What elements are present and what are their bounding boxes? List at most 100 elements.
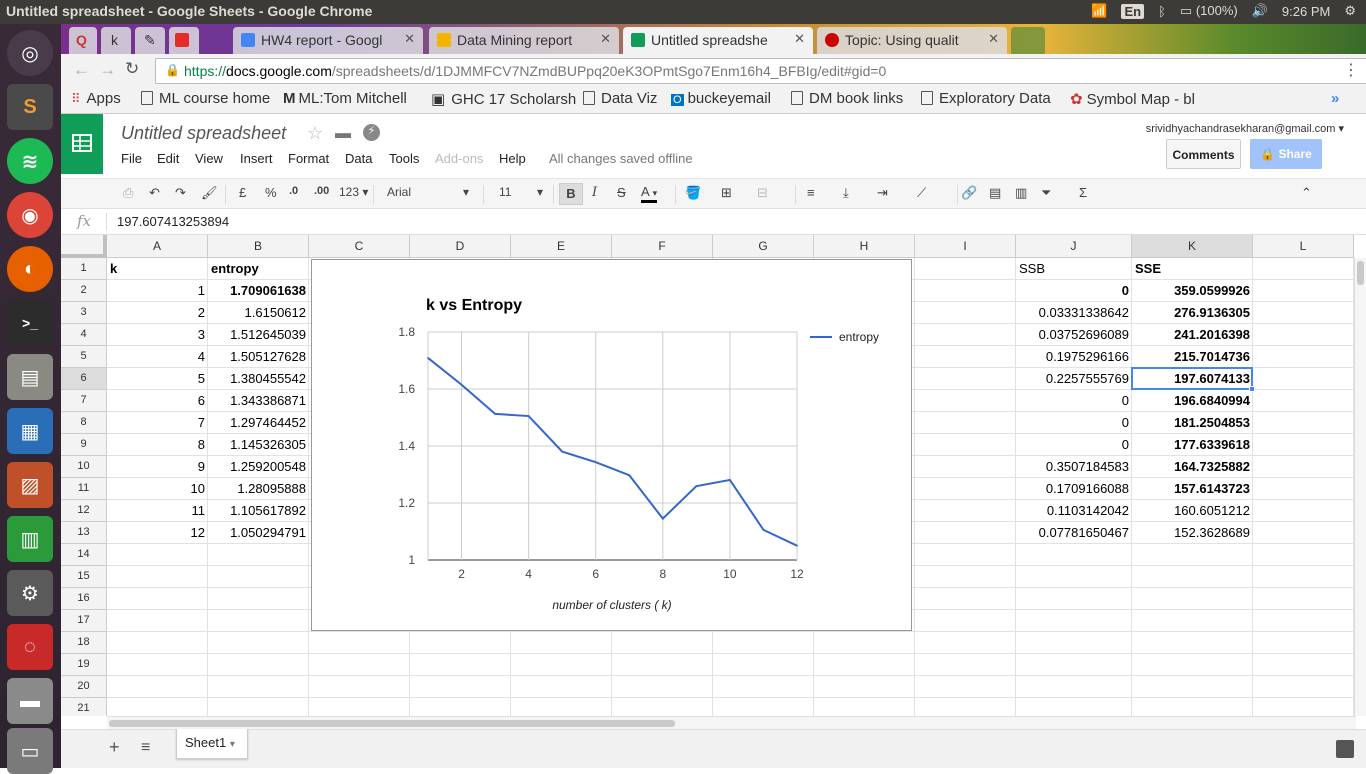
writer-icon[interactable]: ▦ [7, 408, 53, 454]
cell-A12[interactable]: 11 [191, 503, 206, 518]
row-header-11[interactable]: 11 [61, 478, 107, 500]
column-header-l[interactable]: L [1253, 235, 1354, 258]
column-header-i[interactable]: I [915, 235, 1016, 258]
row-header-1[interactable]: 1 [61, 258, 107, 280]
cell-J6[interactable]: 0.2257555769 [1045, 371, 1129, 386]
all-sheets-icon[interactable]: ≡ [141, 739, 151, 756]
decrease-decimals-button[interactable]: .0 [289, 185, 299, 197]
text-color-button[interactable]: A ▾ [641, 185, 658, 203]
close-icon[interactable]: ✕ [404, 31, 415, 46]
column-header-e[interactable]: E [511, 235, 612, 258]
borders-icon[interactable]: ⊞ [721, 185, 732, 200]
row-header-5[interactable]: 5 [61, 346, 107, 368]
reload-icon[interactable]: ↻ [125, 59, 140, 78]
row-header-13[interactable]: 13 [61, 522, 107, 544]
row-header-14[interactable]: 14 [61, 544, 107, 566]
fill-handle[interactable] [1249, 386, 1255, 392]
user-email[interactable]: srividhyachandrasekharan@gmail.com ▾ [1146, 122, 1344, 135]
row-header-17[interactable]: 17 [61, 610, 107, 632]
add-sheet-icon[interactable]: + [109, 737, 120, 757]
row-header-21[interactable]: 21 [61, 698, 107, 716]
trash-icon[interactable]: ▭ [7, 728, 53, 774]
disks-icon[interactable]: ▬ [7, 678, 53, 724]
functions-icon[interactable]: Σ [1079, 185, 1088, 200]
settings-gear-icon[interactable]: ⚙ [1344, 3, 1356, 18]
cell-B11[interactable]: 1.28095888 [237, 481, 306, 496]
tab-untitled-spreadsheet[interactable]: Untitled spreadshe ✕ [623, 27, 813, 54]
menu-format[interactable]: Format [288, 151, 330, 166]
cell-A1[interactable]: k [110, 261, 118, 276]
cell-K9[interactable]: 177.6339618 [1174, 437, 1250, 452]
menu-tools[interactable]: Tools [389, 151, 420, 166]
bookmark-exploratory-data[interactable]: Exploratory Data [921, 90, 1051, 107]
system-settings-icon[interactable]: ⚙ [7, 570, 53, 616]
cell-A6[interactable]: 5 [197, 371, 205, 386]
tab-data-mining-report[interactable]: Data Mining report ✕ [429, 27, 619, 54]
cell-K4[interactable]: 241.2016398 [1174, 327, 1250, 342]
row-header-15[interactable]: 15 [61, 566, 107, 588]
explore-icon[interactable] [1336, 740, 1354, 758]
cell-A13[interactable]: 12 [190, 525, 205, 540]
menu-data[interactable]: Data [345, 151, 373, 166]
text-rotation-icon[interactable]: ⟋ [917, 185, 927, 200]
cell-A11[interactable]: 10 [190, 481, 205, 496]
row-header-4[interactable]: 4 [61, 324, 107, 346]
column-header-b[interactable]: B [208, 235, 309, 258]
row-header-10[interactable]: 10 [61, 456, 107, 478]
cell-A2[interactable]: 1 [197, 283, 205, 298]
impress-icon[interactable]: ▨ [7, 462, 53, 508]
terminal-icon[interactable]: >_ [7, 300, 53, 346]
star-icon[interactable]: ☆ [307, 123, 324, 143]
undo-icon[interactable]: ↶ [149, 185, 160, 200]
strikethrough-button[interactable]: S [617, 185, 626, 200]
sheets-logo-icon[interactable] [61, 114, 103, 174]
battery-indicator[interactable]: ▭ (100%) [1180, 3, 1238, 19]
row-header-2[interactable]: 2 [61, 280, 107, 302]
tab-edit[interactable]: ✎ [135, 27, 165, 54]
cell-A7[interactable]: 6 [197, 393, 205, 408]
document-title[interactable]: Untitled spreadsheet [121, 123, 287, 143]
print-icon[interactable]: ⎙ [123, 185, 134, 200]
row-header-16[interactable]: 16 [61, 588, 107, 610]
forward-icon[interactable]: → [99, 60, 116, 79]
cell-B5[interactable]: 1.505127628 [230, 349, 306, 364]
cell-B4[interactable]: 1.512645039 [230, 327, 306, 342]
cell-J11[interactable]: 0.1709166088 [1045, 481, 1129, 496]
cell-K6[interactable]: 197.6074133 [1174, 371, 1250, 386]
cell-A5[interactable]: 4 [197, 349, 205, 364]
vertical-scrollbar[interactable] [1354, 258, 1366, 716]
cell-K2[interactable]: 359.0599926 [1174, 283, 1250, 298]
collapse-toolbar-icon[interactable]: ⌃ [1301, 185, 1312, 200]
tab-topic[interactable]: Topic: Using qualit ✕ [817, 27, 1007, 54]
column-header-a[interactable]: A [107, 235, 208, 258]
more-bookmarks-icon[interactable]: » [1331, 90, 1340, 107]
cell-A10[interactable]: 9 [197, 459, 205, 474]
offline-bolt-icon[interactable]: ⚡ [363, 124, 380, 141]
cell-J2[interactable]: 0 [1121, 283, 1129, 298]
row-header-12[interactable]: 12 [61, 500, 107, 522]
chrome-menu-icon[interactable]: ⋮ [1343, 62, 1359, 79]
horizontal-scrollbar[interactable] [107, 716, 1356, 729]
folder-icon[interactable]: ▬ [335, 125, 351, 142]
vertical-align-icon[interactable]: ⤓ [843, 185, 849, 200]
comments-button[interactable]: Comments [1166, 139, 1241, 169]
cell-K5[interactable]: 215.7014736 [1174, 349, 1250, 364]
cell-B9[interactable]: 1.145326305 [230, 437, 306, 452]
new-tab-button[interactable] [1011, 27, 1045, 54]
formula-input[interactable]: 197.607413253894 [117, 214, 230, 229]
percent-button[interactable]: % [265, 185, 277, 200]
insert-comment-icon[interactable]: ▤ [989, 185, 1002, 200]
cell-A9[interactable]: 8 [197, 437, 205, 452]
row-header-7[interactable]: 7 [61, 390, 107, 412]
cell-J7[interactable]: 0 [1121, 393, 1129, 408]
menu-insert[interactable]: Insert [240, 151, 273, 166]
merge-cells-icon[interactable]: ⊟ [757, 185, 768, 200]
cell-A4[interactable]: 3 [197, 327, 205, 342]
currency-button[interactable]: £ [239, 185, 247, 200]
cell-J3[interactable]: 0.03331338642 [1038, 305, 1129, 320]
cell-B7[interactable]: 1.343386871 [230, 393, 306, 408]
bookmark-ghc17[interactable]: ▣ GHC 17 Scholarsh [431, 90, 576, 108]
cell-B12[interactable]: 1.105617892 [230, 503, 306, 518]
row-header-9[interactable]: 9 [61, 434, 107, 456]
font-family-dropdown[interactable]: Arial ▾ [387, 185, 469, 199]
